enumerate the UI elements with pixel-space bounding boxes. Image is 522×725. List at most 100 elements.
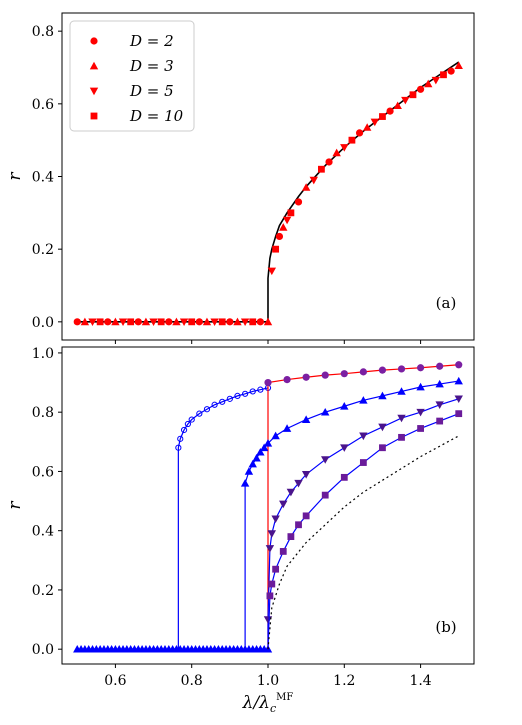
data-point xyxy=(218,318,226,326)
y-tick-label: 0.0 xyxy=(32,315,54,331)
data-point xyxy=(359,459,367,466)
data-point xyxy=(210,318,219,327)
data-point xyxy=(359,432,368,441)
data-point xyxy=(244,467,254,475)
y-tick-label: 0.0 xyxy=(32,642,54,658)
data-point xyxy=(188,416,195,423)
series-line xyxy=(267,435,460,650)
data-point xyxy=(294,198,303,206)
data-point xyxy=(256,318,264,326)
data-point xyxy=(266,592,274,600)
series-line xyxy=(177,387,269,650)
data-point xyxy=(454,61,463,70)
x-tick-label: 1.2 xyxy=(333,673,355,689)
data-point xyxy=(234,392,241,399)
data-point xyxy=(127,318,135,326)
legend-label: D = 10 xyxy=(129,107,184,125)
data-point xyxy=(175,444,182,451)
data-point xyxy=(196,410,203,417)
data-point xyxy=(149,318,158,327)
data-point xyxy=(386,107,394,115)
data-point xyxy=(435,379,444,388)
data-point xyxy=(318,165,325,173)
data-point xyxy=(321,491,329,499)
data-point xyxy=(397,387,406,395)
data-point xyxy=(134,318,142,326)
data-point xyxy=(409,91,417,99)
data-point xyxy=(424,79,433,88)
data-point xyxy=(259,443,269,452)
data-point xyxy=(177,435,184,442)
data-point xyxy=(370,118,380,127)
data-point xyxy=(202,317,212,326)
data-point xyxy=(257,386,264,393)
data-point xyxy=(295,521,302,529)
data-point xyxy=(242,390,249,397)
data-point xyxy=(96,318,104,326)
data-point xyxy=(416,364,425,372)
data-point xyxy=(279,548,287,555)
data-point xyxy=(436,362,444,370)
data-point xyxy=(265,545,275,553)
y-tick-label: 0.4 xyxy=(32,524,54,540)
legend-marker xyxy=(89,61,99,70)
data-point xyxy=(435,401,444,409)
data-point xyxy=(211,401,218,408)
data-point xyxy=(283,375,291,384)
data-point xyxy=(294,479,303,488)
legend-marker xyxy=(90,37,98,45)
data-point xyxy=(141,317,151,326)
data-point xyxy=(256,447,265,456)
data-point xyxy=(379,444,386,452)
y-tick-label: 0.8 xyxy=(32,405,54,421)
data-point xyxy=(378,366,387,374)
data-point xyxy=(188,318,196,326)
data-point xyxy=(378,423,387,432)
data-point xyxy=(398,433,405,441)
series-line xyxy=(267,413,459,650)
data-point xyxy=(271,515,280,524)
x-tick-label: 1.0 xyxy=(257,673,279,689)
data-point xyxy=(195,318,203,326)
x-tick-label: 0.6 xyxy=(104,673,126,689)
data-point xyxy=(379,113,386,120)
data-point xyxy=(416,382,425,391)
y-tick-label: 0.4 xyxy=(32,170,54,186)
data-point xyxy=(80,317,90,326)
data-point xyxy=(282,216,292,225)
data-point xyxy=(248,459,257,468)
data-point xyxy=(263,616,273,624)
data-point xyxy=(73,318,81,326)
legend-label: D = 2 xyxy=(129,32,174,50)
data-point xyxy=(118,318,128,327)
x-tick-label: 1.4 xyxy=(409,673,431,689)
data-point xyxy=(454,395,463,404)
data-point xyxy=(104,318,112,326)
x-tick-label: 0.8 xyxy=(181,673,203,689)
legend-box xyxy=(69,20,195,132)
data-point xyxy=(359,368,367,376)
data-point xyxy=(226,318,234,326)
data-point xyxy=(447,67,455,75)
data-point xyxy=(302,512,310,520)
data-point xyxy=(348,136,356,144)
data-point xyxy=(240,318,250,327)
data-point xyxy=(454,376,463,385)
panel-b: 0.0 0.2 0.4 0.6 0.8 1.0 0.6 0.8 1.0 1.2 1.4 r (b) λ/λ… xyxy=(5,346,475,715)
data-point xyxy=(226,395,233,402)
data-point xyxy=(272,245,280,253)
data-point xyxy=(157,318,165,326)
data-point xyxy=(359,396,368,404)
data-point xyxy=(301,415,311,423)
data-point xyxy=(340,473,348,481)
data-point xyxy=(249,318,257,326)
data-point xyxy=(275,232,284,241)
legend-label: D = 5 xyxy=(129,82,174,100)
data-point xyxy=(301,183,311,191)
data-point xyxy=(271,431,280,440)
data-point xyxy=(287,533,295,541)
data-point xyxy=(321,456,330,464)
data-point xyxy=(397,365,406,373)
data-point xyxy=(203,406,211,413)
